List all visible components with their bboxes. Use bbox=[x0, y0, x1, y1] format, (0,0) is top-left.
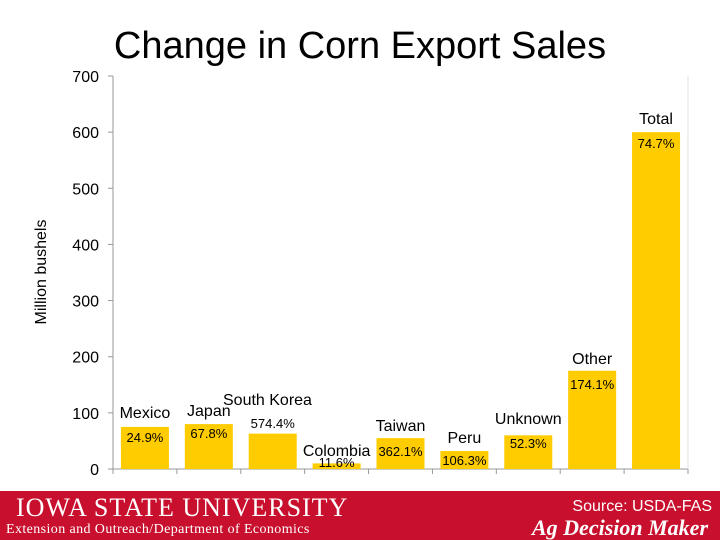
data-label: 106.3% bbox=[442, 453, 487, 468]
category-label: Mexico bbox=[120, 405, 171, 422]
y-tick-label: 700 bbox=[72, 69, 99, 86]
y-tick-label: 500 bbox=[72, 181, 99, 198]
data-label: 67.8% bbox=[190, 426, 227, 441]
category-label: Unknown bbox=[495, 411, 562, 428]
y-tick-label: 600 bbox=[72, 125, 99, 142]
y-tick-label: 400 bbox=[72, 237, 99, 254]
y-tick-label: 200 bbox=[72, 350, 99, 367]
university-logo-text: IOWA STATE UNIVERSITY bbox=[16, 493, 349, 522]
bar-total bbox=[632, 132, 681, 469]
y-tick-label: 300 bbox=[72, 294, 99, 311]
data-label: 74.7% bbox=[638, 136, 675, 151]
bar-chart: 0 100 200 300 400 500 600 700 Mexico 24.9% Japan 6… bbox=[33, 69, 689, 479]
y-tick-label: 100 bbox=[72, 406, 99, 423]
source-note: Source: USDA-FAS bbox=[572, 498, 712, 515]
bar-south-korea bbox=[248, 433, 297, 469]
data-label: 174.1% bbox=[570, 377, 615, 392]
category-label: Japan bbox=[187, 403, 231, 420]
brand-logo-text: Ag Decision Maker bbox=[532, 515, 708, 540]
category-label: Colombia bbox=[303, 443, 371, 460]
data-label: 362.1% bbox=[378, 444, 423, 459]
category-label: Taiwan bbox=[376, 418, 426, 435]
footer-banner: IOWA STATE UNIVERSITY Extension and Outr… bbox=[0, 491, 720, 540]
data-label: 24.9% bbox=[127, 430, 164, 445]
category-label: Peru bbox=[447, 430, 481, 447]
data-label: 574.4% bbox=[251, 416, 296, 431]
bar-japan bbox=[184, 424, 233, 469]
department-text: Extension and Outreach/Department of Eco… bbox=[6, 522, 310, 537]
data-label: 11.6% bbox=[319, 455, 355, 470]
bar-colombia bbox=[312, 463, 361, 469]
bar-unknown bbox=[504, 435, 553, 469]
bar-other bbox=[568, 370, 617, 469]
category-label: South Korea bbox=[223, 392, 312, 409]
category-label: Other bbox=[572, 351, 613, 368]
data-label: 52.3% bbox=[510, 436, 547, 451]
y-axis-label: Million bushels bbox=[33, 220, 50, 325]
chart-title: Change in Corn Export Sales bbox=[113, 25, 607, 67]
bar-taiwan bbox=[376, 438, 425, 469]
category-label: Total bbox=[639, 111, 673, 128]
bar-peru bbox=[440, 451, 489, 469]
bar-mexico bbox=[120, 426, 169, 469]
y-tick-label: 0 bbox=[90, 462, 99, 479]
